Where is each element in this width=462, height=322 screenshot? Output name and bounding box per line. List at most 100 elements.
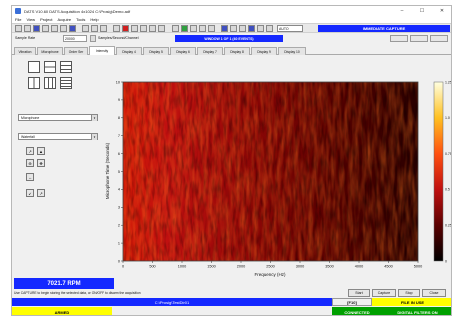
- overlay-icon[interactable]: [230, 25, 237, 32]
- tab-display-10[interactable]: Display 10: [278, 47, 306, 55]
- arm-icon[interactable]: [181, 25, 188, 32]
- menu-view[interactable]: View: [26, 17, 36, 22]
- colorbar-tick-label: 1.0: [445, 116, 450, 120]
- x-tick-label: 1000: [178, 265, 186, 269]
- y-tick-label: 0: [118, 259, 120, 263]
- tab-display-8[interactable]: Display 8: [224, 47, 250, 55]
- x-tick-label: 2500: [266, 265, 274, 269]
- y-axis-label: Microphone Time (Seconds): [105, 142, 110, 199]
- tab-display-6[interactable]: Display 6: [170, 47, 196, 55]
- tab-intensity[interactable]: Intensity: [89, 46, 115, 55]
- y-tick-label: 5: [118, 170, 120, 174]
- trigger-icon[interactable]: [149, 25, 156, 32]
- minimize-button[interactable]: –: [400, 8, 404, 14]
- x-tick-label: 3500: [325, 265, 333, 269]
- tab-microphone[interactable]: Microphone: [37, 47, 63, 55]
- menu-project[interactable]: Project: [40, 17, 53, 22]
- sample-rate-field[interactable]: 20000: [63, 35, 87, 42]
- layout-single-icon[interactable]: [28, 61, 40, 73]
- save-icon[interactable]: [33, 25, 40, 32]
- y-tick-label: 1: [118, 241, 120, 245]
- armed-badge: ARMED: [12, 307, 112, 315]
- scale-up-icon[interactable]: ↗: [37, 189, 45, 197]
- channel-select[interactable]: Microphone ▾: [18, 114, 98, 121]
- cursor-icon[interactable]: [172, 25, 179, 32]
- scale-icon[interactable]: [190, 25, 197, 32]
- zoom-in-icon[interactable]: [257, 25, 264, 32]
- window-title: DATS V10.60 DATS Acquisition 4x1024 C:\P…: [24, 8, 131, 14]
- path-status: C:\Prosig\TestDir01: [12, 298, 332, 306]
- layout-grid-nine-icon[interactable]: [60, 77, 72, 89]
- redo-icon[interactable]: [91, 25, 98, 32]
- peak-tool-icon[interactable]: ▲: [37, 147, 45, 155]
- plot-area: 0 500 1000 1500 2000 2500 3000 3500 4000 4500 5000…: [104, 58, 452, 278]
- capture-button[interactable]: Capture: [372, 289, 396, 297]
- step-icon[interactable]: [100, 25, 107, 32]
- zoom-select[interactable]: AUTO: [277, 25, 303, 32]
- x-tick-label: 1500: [207, 265, 215, 269]
- layout-three-row-icon[interactable]: [60, 61, 72, 73]
- connected-badge: CONNECTED: [332, 307, 382, 315]
- y-tick-label: 9: [118, 98, 120, 102]
- status-spacer: [112, 307, 332, 315]
- close-window-button[interactable]: ✕: [439, 8, 445, 14]
- menu-tools[interactable]: Tools: [76, 17, 86, 22]
- marker-icon[interactable]: [158, 25, 165, 32]
- pause-icon[interactable]: [140, 25, 147, 32]
- layout-grid-six-icon[interactable]: [44, 77, 56, 89]
- colorbar-tick-label: 0: [445, 259, 447, 263]
- heatmap-image: [122, 81, 419, 262]
- tab-order-ser[interactable]: Order Ser: [64, 47, 88, 55]
- layout-icon[interactable]: [221, 25, 228, 32]
- measure-tool-icon[interactable]: ↔: [26, 173, 34, 181]
- menu-file[interactable]: File: [15, 17, 22, 22]
- hint-text: Use CAPTURE to begin storing the selecte…: [14, 290, 141, 295]
- log-icon[interactable]: [208, 25, 215, 32]
- undo-icon[interactable]: [82, 25, 89, 32]
- layout-two-row-icon[interactable]: [44, 61, 56, 73]
- tab-display-5[interactable]: Display 5: [143, 47, 169, 55]
- x-tick-label: 2000: [237, 265, 245, 269]
- tab-display-4[interactable]: Display 4: [116, 47, 142, 55]
- grid-icon[interactable]: [199, 25, 206, 32]
- display-tabs: Vibration Microphone Order Ser Intensity…: [12, 46, 451, 55]
- left-panel: Microphone ▾ Waterfall ▾ ↗ ▲ ⊕ ✥ ↔ ↙ ↗: [14, 57, 102, 265]
- menu-help[interactable]: Help: [90, 17, 99, 22]
- info-button-b[interactable]: [410, 35, 428, 42]
- tab-vibration[interactable]: Vibration: [14, 47, 36, 55]
- channels-icon[interactable]: [60, 25, 67, 32]
- colorbar-tick-label: 0.25: [445, 224, 452, 228]
- y-tick-label: 6: [118, 152, 120, 156]
- start-button[interactable]: Start: [348, 289, 370, 297]
- info-button-c[interactable]: [430, 35, 448, 42]
- print-icon[interactable]: [42, 25, 49, 32]
- zoom-out-icon[interactable]: [266, 25, 273, 32]
- stop-button[interactable]: Stop: [398, 289, 420, 297]
- y-tick-label: 4: [118, 188, 120, 192]
- export-icon[interactable]: [239, 25, 246, 32]
- scale-down-icon[interactable]: ↙: [26, 189, 34, 197]
- plot-type-select[interactable]: Waterfall ▾: [18, 133, 98, 140]
- layout-grid-four-icon[interactable]: [28, 77, 40, 89]
- x-tick-label: 4500: [384, 265, 392, 269]
- stop-icon[interactable]: [113, 25, 120, 32]
- setup-icon[interactable]: [51, 25, 58, 32]
- record-icon[interactable]: [122, 25, 129, 32]
- menu-acquire[interactable]: Acquire: [57, 17, 72, 22]
- analysis-icon[interactable]: [69, 25, 76, 32]
- tab-display-9[interactable]: Display 9: [251, 47, 277, 55]
- window-icon[interactable]: [248, 25, 255, 32]
- maximize-button[interactable]: ☐: [419, 8, 425, 14]
- info-button-a[interactable]: [390, 35, 408, 42]
- close-button[interactable]: Close: [422, 289, 446, 297]
- zoom-tool-icon[interactable]: ⊕: [26, 159, 34, 167]
- waterfall-plot[interactable]: 0 500 1000 1500 2000 2500 3000 3500 4000 4500 5000…: [104, 58, 452, 278]
- cursor-tool-icon[interactable]: ↗: [26, 147, 34, 155]
- sample-rate-dropdown[interactable]: [90, 35, 96, 42]
- y-tick-label: 10: [116, 80, 120, 84]
- pan-tool-icon[interactable]: ✥: [37, 159, 45, 167]
- tab-display-7[interactable]: Display 7: [197, 47, 223, 55]
- open-icon[interactable]: [24, 25, 31, 32]
- play-icon[interactable]: [131, 25, 138, 32]
- new-icon[interactable]: [15, 25, 22, 32]
